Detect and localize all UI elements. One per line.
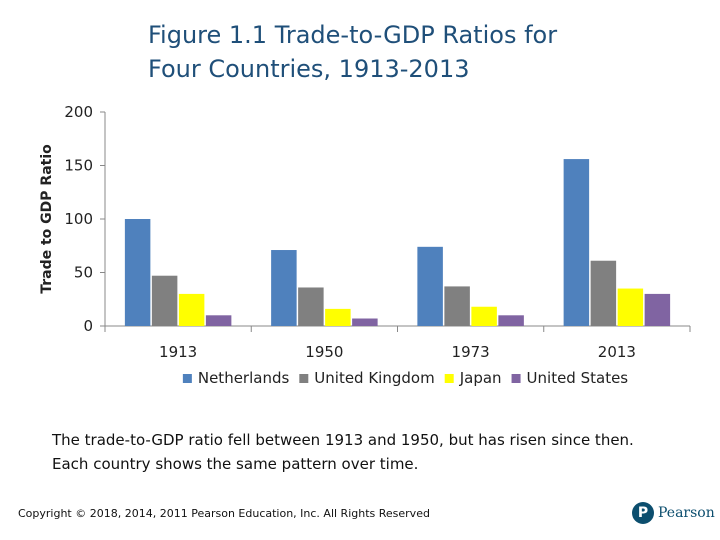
bar-united-states [205,315,232,326]
caption-line-1: The trade-to-GDP ratio fell between 1913… [52,431,634,449]
bar-united-kingdom [444,286,470,326]
legend-swatch-united-kingdom [299,374,309,383]
legend-label: United States [527,369,629,387]
copyright-notice: Copyright © 2018, 2014, 2011 Pearson Edu… [18,507,430,520]
bar-united-states [498,315,524,326]
y-tick-label: 150 [64,157,93,175]
bar-netherlands [417,246,443,326]
bar-japan [471,306,497,326]
legend-label: Netherlands [198,369,290,387]
legend-swatch-united-states [511,374,521,383]
legend-label: Japan [459,369,502,387]
y-tick-label: 50 [74,264,93,282]
pearson-logo: P Pearson [632,502,715,524]
bar-japan [325,308,351,326]
bar-netherlands [563,159,590,326]
chart-caption: The trade-to-GDP ratio fell between 1913… [52,428,702,476]
y-tick-label: 0 [83,317,93,335]
y-tick-label: 200 [64,103,93,121]
y-axis-title: Trade to GDP Ratio [39,144,55,294]
x-tick-label: 1973 [452,343,490,361]
legend-swatch-netherlands [182,374,192,383]
bar-chart: 0 50 100 150 200 Trade to GDP Ratio 1913 1950 19… [39,103,691,387]
bar-united-kingdom [590,260,617,326]
pearson-logo-icon: P [632,502,654,524]
x-tick-label: 1913 [159,343,197,361]
bar-netherlands [271,250,297,326]
legend-swatch-japan [444,374,454,383]
caption-line-2: Each country shows the same pattern over… [52,455,419,473]
chart-title: Figure 1.1 Trade-to-GDP Ratios for Four … [148,18,668,86]
chart-title-line-2: Four Countries, 1913-2013 [148,55,470,83]
y-tick-label: 100 [64,210,93,228]
bar-japan [617,288,644,326]
bar-united-states [644,293,671,326]
x-tick-label: 2013 [598,343,636,361]
bar-netherlands [124,219,151,326]
x-tick-label: 1950 [305,343,343,361]
bar-united-kingdom [298,287,324,326]
bar-united-kingdom [151,275,178,326]
bar-united-states [352,318,378,326]
pearson-logo-text: Pearson [658,505,715,521]
bar-japan [178,293,205,326]
legend-label: United Kingdom [314,369,434,387]
chart-title-line-1: Figure 1.1 Trade-to-GDP Ratios for [148,21,558,49]
